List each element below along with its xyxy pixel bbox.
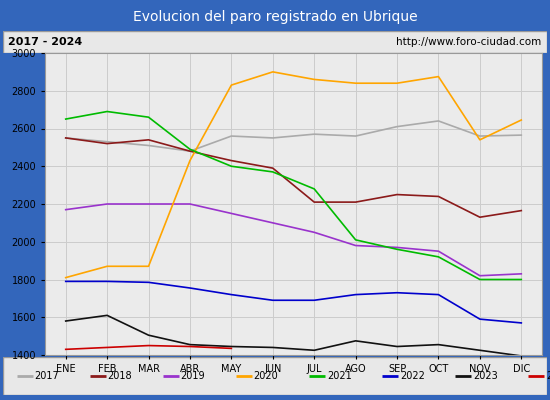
Text: 2019: 2019 (180, 371, 205, 381)
Text: 2017: 2017 (35, 371, 59, 381)
Text: 2023: 2023 (473, 371, 498, 381)
Text: 2022: 2022 (400, 371, 425, 381)
Text: 2021: 2021 (327, 371, 351, 381)
Text: 2018: 2018 (108, 371, 132, 381)
Text: Evolucion del paro registrado en Ubrique: Evolucion del paro registrado en Ubrique (133, 10, 417, 24)
Text: 2020: 2020 (254, 371, 278, 381)
Text: 2024: 2024 (546, 371, 550, 381)
Text: http://www.foro-ciudad.com: http://www.foro-ciudad.com (397, 37, 542, 47)
Text: 2017 - 2024: 2017 - 2024 (8, 37, 82, 47)
